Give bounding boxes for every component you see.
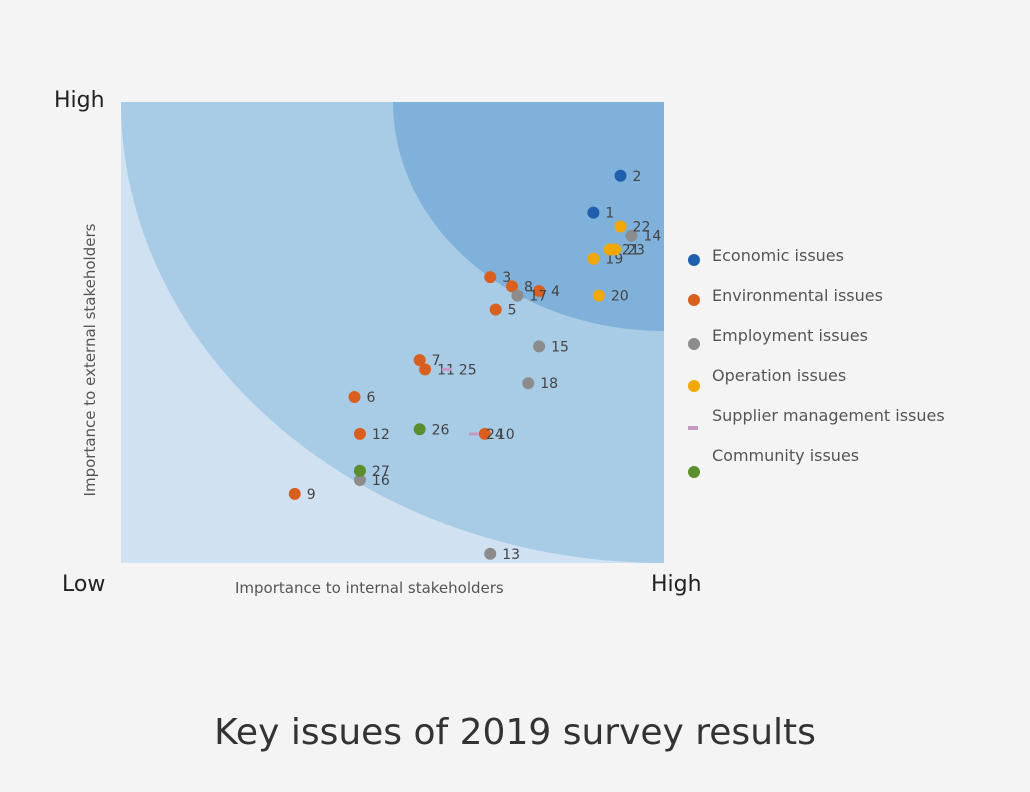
data-label-27: 27 [372, 464, 390, 480]
data-label-9: 9 [307, 487, 316, 503]
data-point-3 [484, 271, 497, 284]
data-point-4 [533, 285, 546, 298]
data-point-18 [522, 377, 535, 390]
data-label-7: 7 [432, 353, 441, 369]
legend-label: Environmental issues [712, 286, 883, 305]
data-point-11 [419, 363, 432, 376]
data-point-25 [441, 367, 452, 371]
data-point-8 [505, 280, 518, 293]
data-point-16 [353, 474, 366, 487]
data-point-2 [614, 169, 627, 182]
y-axis-title-wrapper: Importance to external stakeholders [81, 224, 99, 497]
data-label-15: 15 [551, 339, 569, 355]
data-point-14 [625, 229, 638, 242]
y-axis-title: Importance to external stakeholders [81, 223, 99, 497]
data-point-1 [587, 206, 600, 219]
data-label-17: 17 [529, 289, 547, 305]
data-point-6 [348, 391, 361, 404]
data-label-24: 24 [486, 427, 504, 443]
data-label-16: 16 [372, 473, 390, 489]
data-point-17 [511, 289, 524, 302]
data-point-7 [413, 354, 426, 367]
legend-label: Community issues [712, 446, 860, 465]
legend-marker-supplier [688, 426, 698, 430]
data-label-18: 18 [540, 376, 558, 392]
legend-marker-community [688, 466, 700, 478]
data-label-26: 26 [432, 422, 450, 438]
x-axis-title: Importance to internal stakeholders [235, 579, 504, 597]
data-point-9 [288, 487, 301, 500]
data-label-13: 13 [502, 547, 520, 563]
data-label-19: 19 [605, 252, 623, 268]
data-label-2: 2 [633, 169, 642, 185]
chart-title: Key issues of 2019 survey results [214, 712, 816, 753]
data-point-26 [413, 423, 426, 436]
legend-marker-operation [688, 380, 700, 392]
data-label-12: 12 [372, 427, 390, 443]
data-point-13 [484, 547, 497, 560]
data-point-24 [468, 432, 479, 436]
data-point-19 [587, 252, 600, 265]
data-label-20: 20 [611, 289, 629, 305]
legend-marker-environmental [688, 294, 700, 306]
legend-label: Supplier management issues [712, 406, 945, 425]
x-axis-high-label: High [651, 572, 702, 597]
data-point-10 [478, 427, 491, 440]
data-label-14: 14 [643, 229, 661, 245]
y-axis-high-label: High [54, 88, 105, 113]
x-axis-low-label: Low [62, 572, 106, 597]
legend-label: Employment issues [712, 326, 868, 345]
band-high [393, 102, 664, 331]
data-label-22: 22 [633, 219, 651, 235]
data-label-5: 5 [508, 302, 517, 318]
data-label-10: 10 [497, 427, 515, 443]
legend-label: Economic issues [712, 246, 844, 265]
data-point-22 [614, 220, 627, 233]
data-point-23 [609, 243, 622, 256]
data-label-8: 8 [524, 279, 533, 295]
data-point-12 [353, 427, 366, 440]
data-point-5 [489, 303, 502, 316]
data-point-15 [533, 340, 546, 353]
data-point-27 [353, 464, 366, 477]
legend-marker-employment [688, 338, 700, 350]
data-label-25: 25 [459, 362, 477, 378]
data-label-6: 6 [366, 390, 375, 406]
data-label-4: 4 [551, 284, 560, 300]
data-label-3: 3 [502, 270, 511, 286]
data-point-20 [592, 289, 605, 302]
data-label-23: 23 [627, 243, 645, 259]
data-label-1: 1 [605, 206, 614, 222]
legend-label: Operation issues [712, 366, 847, 385]
data-label-21: 21 [622, 243, 640, 259]
legend-marker-economic [688, 254, 700, 266]
